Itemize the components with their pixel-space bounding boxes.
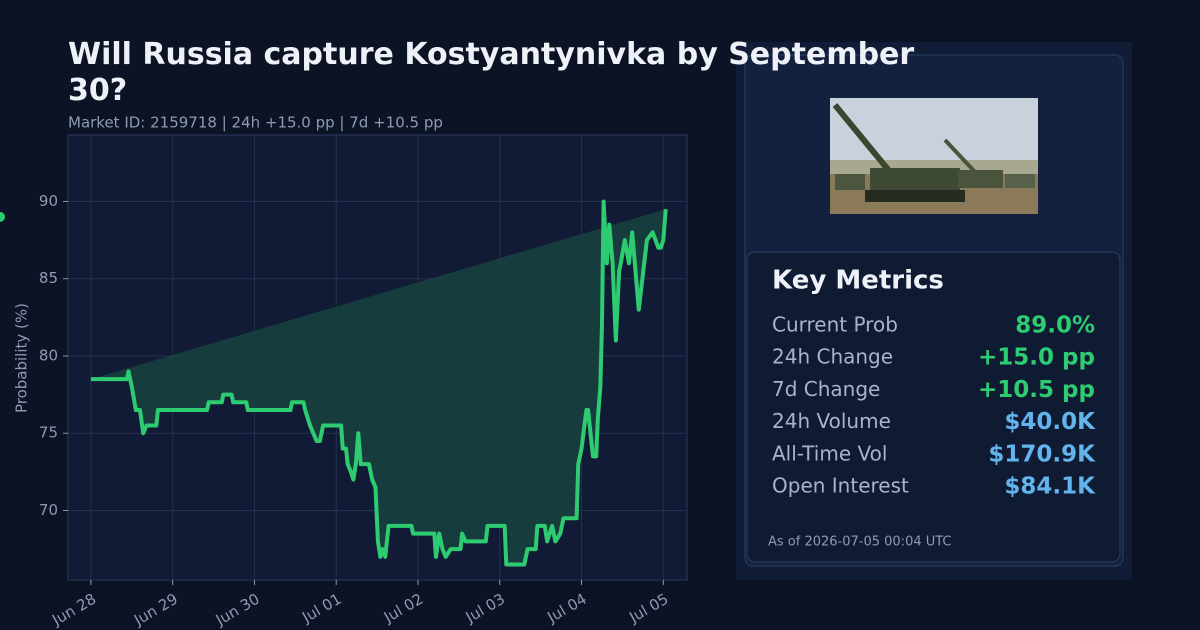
metric-label: 24h Change: [772, 345, 893, 369]
x-tick-label: Jun 28: [48, 590, 99, 630]
line: [90, 199, 668, 567]
x-tick-label: Jul 03: [462, 590, 508, 627]
x-tick-label: Jun 29: [130, 590, 181, 630]
metric-label: Current Prob: [772, 313, 898, 337]
metric-label: All-Time Vol: [772, 441, 887, 465]
y-tick-label: 90: [39, 192, 58, 210]
metric-value: 89.0%: [1015, 313, 1095, 339]
x-tick-label: Jul 04: [544, 590, 590, 627]
subtitle: Market ID: 2159718 | 24h +15.0 pp | 7d +…: [68, 114, 443, 132]
metric-value: $40.0K: [1004, 409, 1096, 435]
metric-label: Open Interest: [772, 474, 909, 498]
y-tick-label: 75: [39, 424, 58, 442]
y-axis-label: Probability (%): [13, 303, 31, 413]
metric-value: +10.5 pp: [978, 377, 1095, 403]
metric-value: $170.9K: [988, 441, 1096, 467]
metric-label: 7d Change: [772, 377, 880, 401]
photo: [830, 98, 1038, 214]
y-tick-label: 70: [39, 501, 58, 519]
last-point: [0, 211, 5, 222]
metric-label: 24h Volume: [772, 409, 891, 433]
y-tick-label: 85: [39, 269, 58, 287]
chart-title: Will Russia capture Kostyantynivka by Se…: [68, 37, 915, 108]
timestamp: As of 2026-07-05 00:04 UTC: [768, 535, 952, 550]
y-tick-label: 80: [39, 346, 58, 364]
metrics-card: [746, 251, 1121, 563]
metric-value: $84.1K: [1004, 474, 1096, 500]
x-tick-label: Jun 30: [212, 590, 263, 630]
area-fill: [90, 201, 666, 565]
x-tick-label: Jul 01: [298, 590, 344, 627]
x-tick-label: Jul 05: [625, 590, 671, 627]
metrics-heading: Key Metrics: [772, 266, 944, 296]
x-tick-label: Jul 02: [380, 590, 426, 627]
metric-value: +15.0 pp: [978, 345, 1095, 371]
